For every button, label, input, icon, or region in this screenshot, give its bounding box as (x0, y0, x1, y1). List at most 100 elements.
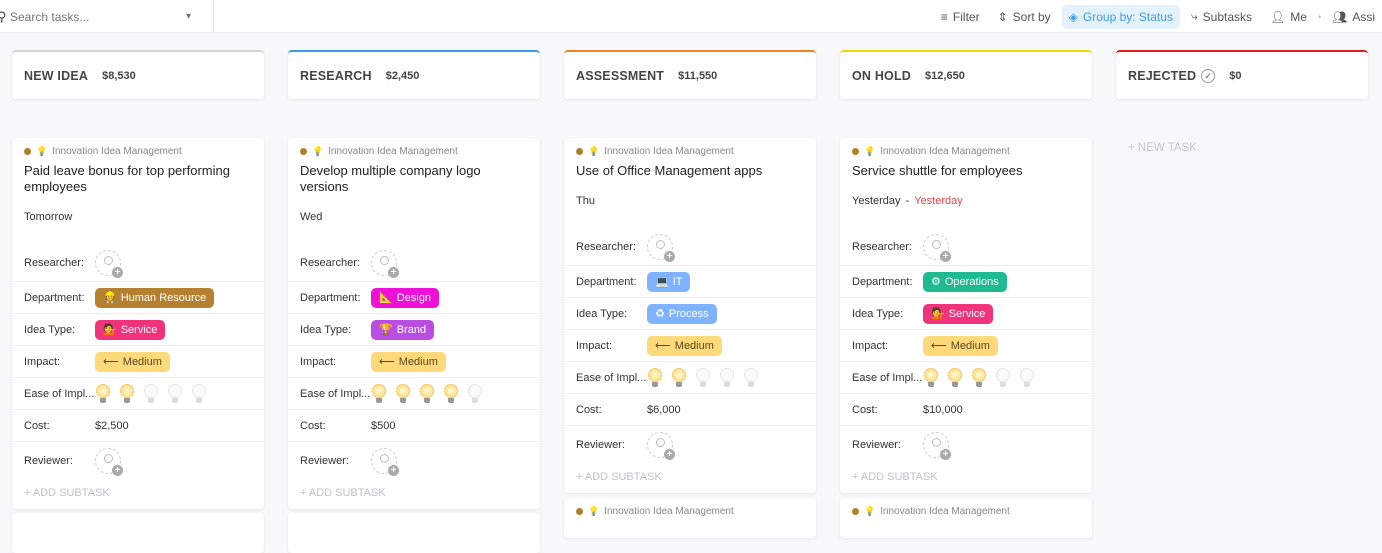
subtasks-button[interactable]: ⤷ Subtasks (1184, 4, 1259, 29)
column-header[interactable]: RESEARCH $2,450 (288, 50, 540, 99)
me-button[interactable]: 👤︎ Me (1263, 5, 1314, 29)
cost-value[interactable]: $2,500 (95, 419, 129, 432)
impact-pill[interactable]: ⟵ Medium (371, 351, 446, 372)
group-by-button[interactable]: ◈ Group by: Status (1061, 4, 1180, 29)
cost-label: Cost: (576, 403, 602, 416)
add-subtask-button[interactable]: + ADD SUBTASK (576, 471, 662, 483)
reviewer-label: Reviewer: (24, 454, 73, 467)
due-date[interactable]: Thu (564, 195, 816, 229)
search-input[interactable] (10, 9, 180, 24)
due-date[interactable]: Tomorrow (12, 211, 264, 245)
task-title[interactable]: Service shuttle for employees (852, 163, 1023, 178)
task-title[interactable]: Use of Office Management apps (576, 163, 763, 178)
cost-value[interactable]: $10,000 (923, 403, 963, 416)
task-card[interactable] (288, 513, 540, 553)
add-researcher-icon[interactable] (371, 250, 399, 278)
idea_type-pill[interactable]: ♻ Process (647, 303, 717, 324)
add-researcher-icon[interactable] (647, 234, 675, 262)
task-card[interactable]: 💡 Innovation Idea Management (564, 498, 816, 538)
idea_type-pill[interactable]: 💁 Service (923, 303, 994, 324)
breadcrumb[interactable]: 💡 Innovation Idea Management (288, 138, 540, 157)
lightbulb-icon[interactable] (923, 367, 939, 388)
lightbulb-icon[interactable] (671, 367, 687, 388)
impact-pill[interactable]: ⟵ Medium (647, 335, 722, 356)
task-card[interactable]: 💡 Innovation Idea Management Paid leave b… (12, 138, 264, 509)
add-subtask-button[interactable]: + ADD SUBTASK (24, 487, 110, 499)
list-name: Innovation Idea Management (604, 506, 734, 517)
lightbulb-icon[interactable] (971, 367, 987, 388)
column-header[interactable]: NEW IDEA $8,530 (12, 50, 264, 99)
lightbulb-icon[interactable] (443, 383, 459, 404)
lightbulb-icon[interactable] (371, 383, 387, 404)
add-reviewer-icon[interactable] (647, 431, 675, 460)
column-total: $12,650 (925, 69, 965, 82)
due-date[interactable]: Wed (288, 211, 540, 245)
lightbulb-icon[interactable] (95, 383, 111, 404)
ease-label: Ease of Impl... (576, 371, 647, 384)
search-box[interactable]: ⚲ ▾ (0, 0, 214, 33)
idea_type-pill[interactable]: 💁 Service (95, 319, 166, 340)
task-card[interactable]: 💡 Innovation Idea Management (840, 498, 1092, 538)
impact-pill[interactable]: ⟵ Medium (95, 351, 170, 372)
add-researcher-icon[interactable] (95, 250, 123, 278)
new-task-button[interactable]: + NEW TASK (1128, 142, 1197, 154)
lightbulb-icon[interactable] (743, 367, 759, 388)
add-reviewer-icon[interactable] (95, 447, 123, 476)
lightbulb-icon[interactable] (395, 383, 411, 404)
impact-pill[interactable]: ⟵ Medium (923, 335, 998, 356)
column-header[interactable]: REJECTED ✓ $0 (1116, 50, 1368, 99)
department-pill[interactable]: 👷 Human Resource (95, 287, 215, 308)
lightbulb-icon[interactable] (695, 367, 711, 388)
add-subtask-button[interactable]: + ADD SUBTASK (852, 471, 938, 483)
lightbulb-icon[interactable] (191, 383, 207, 404)
sort-button[interactable]: ⇕ Sort by (991, 5, 1058, 29)
add-reviewer-icon[interactable] (923, 431, 951, 460)
impact-row: Impact: ⟵ Medium (12, 345, 264, 377)
task-card[interactable]: 💡 Innovation Idea Management Use of Offic… (564, 138, 816, 493)
task-title[interactable]: Paid leave bonus for top performing empl… (24, 163, 230, 194)
column-title: REJECTED (1128, 68, 1197, 83)
chevron-down-icon[interactable]: ▾ (186, 11, 192, 22)
lightbulb-icon[interactable] (1019, 367, 1035, 388)
task-title[interactable]: Develop multiple company logo versions (300, 163, 481, 194)
ease-rating[interactable] (647, 367, 759, 388)
lightbulb-icon[interactable] (467, 383, 483, 404)
add-researcher-icon[interactable] (923, 234, 951, 262)
lightbulb-icon[interactable] (119, 383, 135, 404)
lightbulb-icon[interactable] (647, 367, 663, 388)
idea_type-pill[interactable]: 🏆 Brand (371, 319, 435, 340)
ease-rating[interactable] (371, 383, 483, 404)
department-pill[interactable]: 💻 IT (647, 271, 691, 292)
lightbulb-icon[interactable] (719, 367, 735, 388)
idea-type-row: Idea Type: 🏆 Brand (288, 313, 540, 345)
column-header[interactable]: ASSESSMENT $11,550 (564, 50, 816, 99)
add-reviewer-icon[interactable] (371, 447, 399, 476)
task-card[interactable] (12, 513, 264, 553)
column-header[interactable]: ON HOLD $12,650 (840, 50, 1092, 99)
breadcrumb[interactable]: 💡 Innovation Idea Management (840, 138, 1092, 157)
ease-rating[interactable] (95, 383, 207, 404)
impact-pill-label: Medium (950, 339, 990, 352)
impact-label: Impact: (300, 355, 337, 368)
ease-rating[interactable] (923, 367, 1035, 388)
add-subtask-button[interactable]: + ADD SUBTASK (300, 487, 386, 499)
task-card[interactable]: 💡 Innovation Idea Management Service shut… (840, 138, 1092, 493)
lightbulb-icon[interactable] (167, 383, 183, 404)
filter-button[interactable]: ≡ Filter (934, 5, 987, 29)
task-card[interactable]: 💡 Innovation Idea Management Develop mult… (288, 138, 540, 509)
breadcrumb[interactable]: 💡 Innovation Idea Management (564, 138, 816, 157)
sort-icon: ⇕ (997, 9, 1008, 24)
lightbulb-icon[interactable] (947, 367, 963, 388)
lightbulb-icon[interactable] (995, 367, 1011, 388)
breadcrumb[interactable]: 💡 Innovation Idea Management (12, 138, 264, 157)
department-pill[interactable]: ⚙ Operations (923, 271, 1007, 292)
assignees-button[interactable]: 👥︎ Assi (1325, 5, 1382, 29)
toolbar: ⚲ ▾ ≡ Filter ⇕ Sort by ◈ Group by: Status ⤷… (0, 0, 1382, 33)
due-date[interactable]: Yesterday - Yesterday (840, 195, 1092, 229)
column-on-hold: ON HOLD $12,650 💡 Innovation Idea Managem… (840, 50, 1092, 538)
cost-value[interactable]: $500 (371, 419, 396, 432)
cost-value[interactable]: $6,000 (647, 403, 681, 416)
lightbulb-icon[interactable] (419, 383, 435, 404)
department-pill[interactable]: 📐 Design (371, 287, 439, 308)
lightbulb-icon[interactable] (143, 383, 159, 404)
